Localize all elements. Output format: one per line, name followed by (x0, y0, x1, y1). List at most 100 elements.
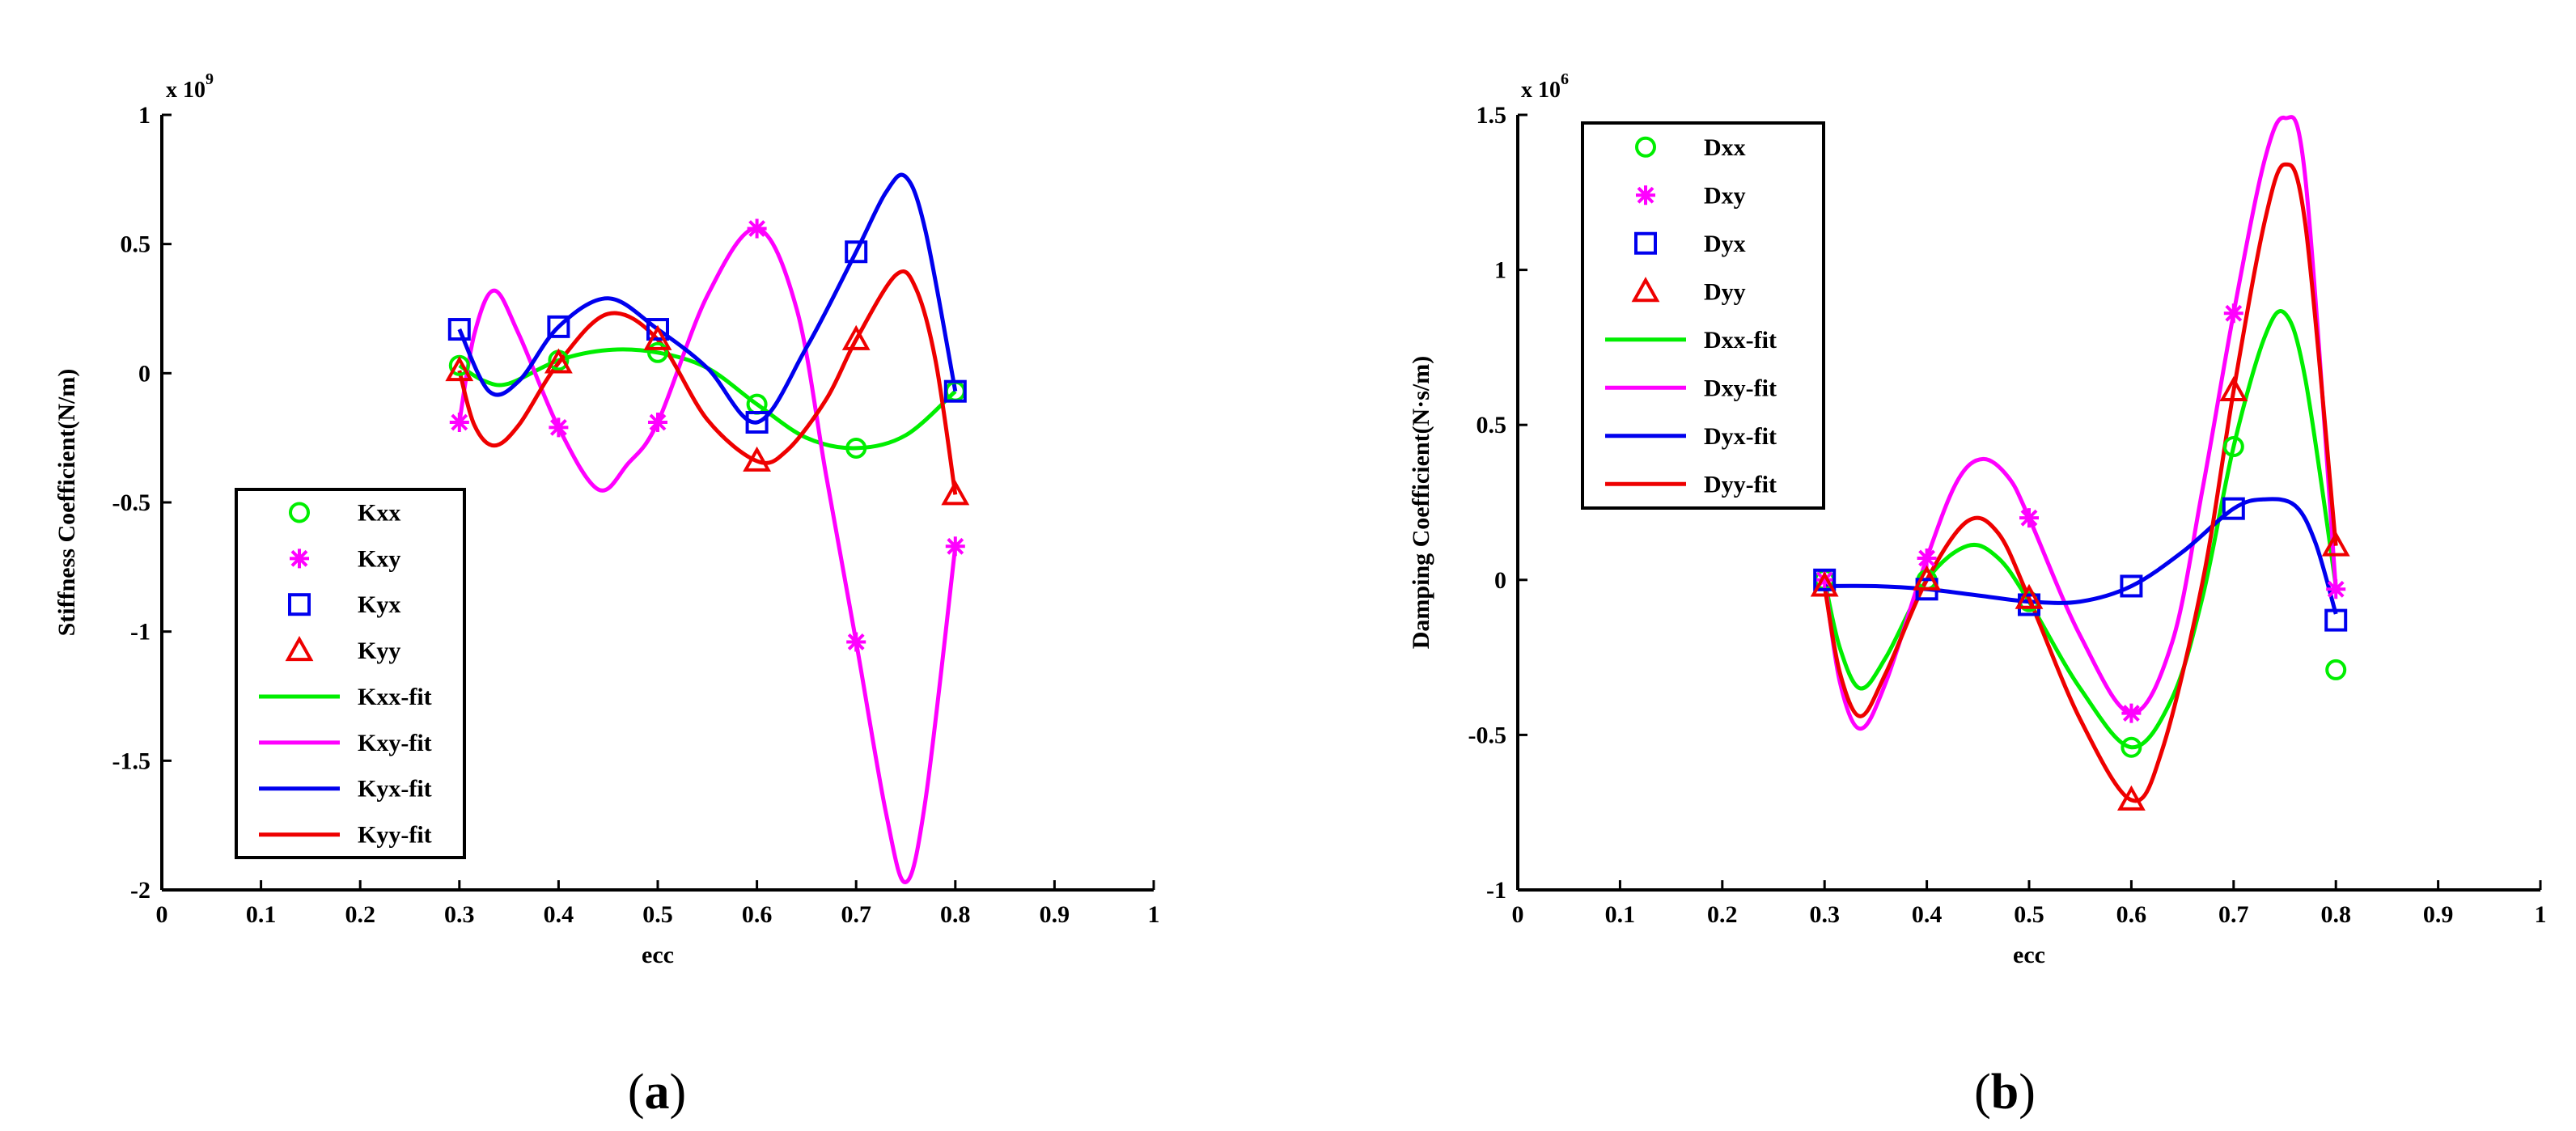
dyx-data-point (2120, 574, 2143, 598)
y-tick-label: 1.5 (1477, 102, 1507, 129)
x-tick-label: 0.3 (444, 901, 475, 928)
x-tick-label: 0.9 (2423, 901, 2454, 928)
stiffness-chart: 0 0.1 0.2 0.3 0.4 0.5 0.6 0.7 0.8 0.9 1 -2 -1.5 -1 -0.… (53, 70, 1160, 1120)
kyy-data-point (544, 348, 573, 374)
legend-kxx-marker (289, 502, 310, 523)
dxx-fit-curve (1822, 309, 2338, 750)
x-tick-label: 0.7 (841, 901, 871, 928)
y-multiplier-base: x 10 (166, 78, 205, 103)
legend-dxy-marker (1636, 185, 1655, 205)
x-tick-label: 1 (1148, 901, 1160, 928)
legend: Dxx Dxy Dyx Dyy Dxx-fit Dxy-fit Dyx-fit Dyy-fit (1581, 121, 1825, 510)
legend-kyx-marker (288, 593, 311, 616)
x-tick-label: 0.2 (345, 901, 375, 928)
legend-kyy-label: Kyy (358, 638, 400, 664)
legend-dyy-fit-label: Dyy-fit (1704, 471, 1777, 498)
kyy-data-point (445, 356, 474, 382)
dxy-data-point (1917, 548, 1937, 568)
x-tick-label: 0.1 (1605, 901, 1636, 928)
dxy-data-point (2326, 579, 2346, 599)
x-tick-label: 0.4 (1912, 901, 1943, 928)
x-tick-label: 0.1 (246, 901, 277, 928)
legend-kyx-label: Kyx (358, 591, 400, 618)
y-multiplier: x 109 (166, 70, 214, 103)
y-tick-label: 0 (1494, 567, 1506, 594)
legend-kyy-marker (285, 635, 314, 662)
kyx-data-point (943, 379, 967, 403)
legend-kyx-fit-label: Kyx-fit (358, 776, 432, 803)
legend-dyx-label: Dyx (1704, 231, 1746, 257)
kyy-data-point (643, 324, 672, 350)
y-multiplier: x 106 (1521, 70, 1569, 103)
panel-label: (a) (628, 1065, 686, 1120)
y-tick-label: -2 (130, 877, 150, 904)
kxy-data-point (945, 536, 965, 557)
dxy-data-point (2121, 703, 2142, 723)
y-tick-label: -0.5 (1468, 722, 1507, 748)
x-tick-label: 1 (2535, 901, 2547, 928)
x-tick-label: 0.7 (2218, 901, 2249, 928)
legend: Kxx Kxy Kyx Kyy Kxx-fit Kxy-fit Kyx-fit Kyy-fit (235, 488, 466, 859)
x-axis-label: ecc (642, 942, 674, 968)
legend-dxy-label: Dxy (1704, 182, 1746, 209)
x-tick-label: 0.5 (2014, 901, 2044, 928)
panel-label-letter: b (1991, 1065, 2019, 1120)
legend-box (1581, 121, 1825, 510)
y-axis-label: Stiffness Coefficient(N/m) (53, 369, 80, 637)
y-multiplier-exponent: 9 (205, 70, 214, 88)
dyx-data-point (2324, 608, 2348, 632)
x-axis-label: ecc (2013, 942, 2045, 968)
x-tick-label: 0.6 (742, 901, 773, 928)
legend-dyy-marker (1631, 277, 1660, 303)
legend-kxy-marker (290, 549, 309, 569)
y-axis-label: Damping Coefficient(N·s/m) (1408, 356, 1434, 649)
kyy-fit-curve (457, 269, 958, 495)
kyx-data-point (845, 240, 868, 264)
kyx-data-point (646, 318, 669, 341)
legend-kxy-label: Kxy (358, 545, 400, 572)
panel-label: (b) (1974, 1065, 2036, 1120)
legend-dxx-label: Dxx (1704, 134, 1746, 161)
legend-kxy-fit-label: Kxy-fit (358, 730, 432, 756)
x-tick-label: 0.8 (940, 901, 971, 928)
y-multiplier-base: x 10 (1521, 78, 1561, 103)
dyy-data-point (1913, 565, 1942, 591)
x-tick-label: 0.5 (642, 901, 673, 928)
y-tick-label: -1 (1486, 877, 1506, 904)
y-tick-label: 0.5 (1477, 412, 1507, 438)
x-tick-label: 0.9 (1040, 901, 1070, 928)
y-tick-label: 0 (138, 360, 150, 387)
x-tick-label: 0.3 (1809, 901, 1840, 928)
panel-label-open: ( (1974, 1065, 1991, 1120)
dxx-data-point (2325, 659, 2347, 680)
damping-chart: 0 0.1 0.2 0.3 0.4 0.5 0.6 0.7 0.8 0.9 1 -1 -0.5 0 0.5 1… (1408, 70, 2547, 1120)
x-tick-label: 0 (156, 901, 168, 928)
kyx-fit-curve (457, 172, 958, 425)
kxy-data-point (549, 417, 569, 438)
legend-dxy-fit-label: Dxy-fit (1704, 375, 1777, 401)
dyy-data-point (1810, 571, 1839, 597)
panel-label-open: ( (628, 1065, 645, 1120)
y-multiplier-exponent: 6 (1561, 70, 1569, 88)
dxy-fit-curve (1822, 115, 2338, 731)
y-tick-label: -1 (130, 619, 150, 646)
legend-kyy-fit-label: Kyy-fit (358, 822, 432, 849)
legend-dxx-fit-label: Dxx-fit (1704, 327, 1777, 354)
dyy-data-point (2015, 583, 2044, 609)
y-tick-label: -1.5 (112, 748, 151, 774)
dyx-data-point (1813, 568, 1837, 591)
legend-dyx-fit-label: Dyx-fit (1704, 423, 1777, 450)
dyy-fit-curve (1822, 162, 2338, 803)
x-tick-label: 0.8 (2320, 901, 2351, 928)
y-tick-label: 1 (138, 102, 150, 129)
y-tick-label: 1 (1494, 257, 1506, 284)
legend-box (235, 488, 466, 859)
panel-label-close: ) (2019, 1065, 2036, 1120)
kxy-data-point (648, 413, 667, 433)
kyy-data-point (743, 446, 772, 472)
legend-dxx-marker (1635, 136, 1656, 158)
kyy-data-point (841, 324, 871, 350)
panel-label-close: ) (670, 1065, 687, 1120)
kxx-data-point (647, 341, 668, 363)
